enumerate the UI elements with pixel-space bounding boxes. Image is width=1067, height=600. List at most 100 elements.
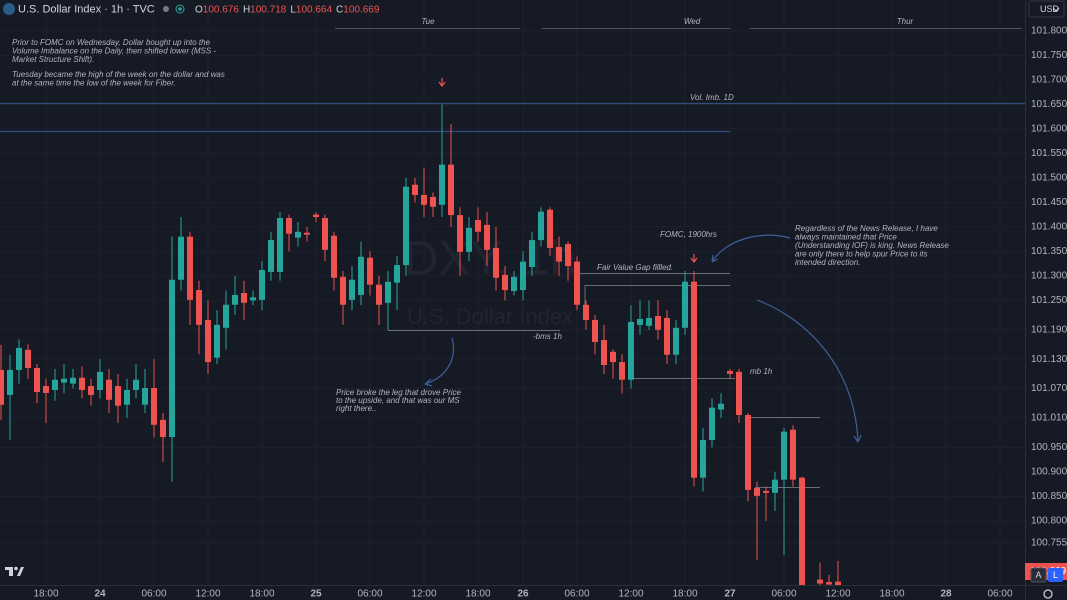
- candle-body: [664, 317, 670, 355]
- candle-body: [241, 292, 247, 303]
- candle-body: [754, 487, 760, 496]
- log-scale-button[interactable]: [1048, 568, 1063, 582]
- candle-body: [106, 379, 112, 400]
- candles: [0, 104, 841, 585]
- level-label: Vol. Imb. 1D: [690, 93, 734, 102]
- ohlc-prefix: O: [195, 4, 203, 15]
- candle-body: [97, 371, 103, 390]
- x-tick-label: 06:00: [771, 589, 796, 600]
- candle-body: [133, 379, 139, 390]
- candle-body: [781, 431, 787, 480]
- candle-body: [142, 388, 148, 405]
- y-tick-label: 101.700: [1031, 75, 1067, 86]
- x-tick-label: 18:00: [879, 589, 904, 600]
- candle-body: [583, 304, 589, 320]
- candle-body: [493, 247, 499, 278]
- annotation-text: are only there to help spur Price to its: [795, 250, 928, 259]
- y-tick-label: 101.350: [1031, 246, 1067, 257]
- level-label: FOMC, 1900hrs: [660, 230, 717, 239]
- dropdown-caret: [1052, 7, 1060, 12]
- grid: [0, 0, 1025, 585]
- annotation-text: Tuesday became the high of the week on t…: [12, 70, 225, 79]
- candle-body: [538, 211, 544, 241]
- candle-body: [610, 351, 616, 363]
- candle-body: [349, 279, 355, 300]
- x-tick-label: 06:00: [357, 589, 382, 600]
- candle-body: [565, 243, 571, 267]
- candle-body: [259, 269, 265, 300]
- ohlc-prefix: L: [290, 4, 296, 15]
- candle-body: [772, 479, 778, 493]
- y-tick-label: 101.500: [1031, 172, 1067, 183]
- arrow: [756, 299, 859, 443]
- candle-body: [358, 256, 364, 295]
- candle-body: [70, 377, 76, 384]
- candle-body: [628, 321, 634, 380]
- y-tick-label: 101.250: [1031, 295, 1067, 306]
- log-scale-label[interactable]: L: [1053, 570, 1058, 580]
- chart-title: U.S. Dollar Index · 1h · TVC: [18, 3, 155, 15]
- candle-body: [79, 377, 85, 390]
- candle-body: [592, 319, 598, 342]
- candle-body: [340, 276, 346, 305]
- candle-body: [151, 388, 157, 425]
- candle-body: [790, 429, 796, 480]
- candle-body: [34, 367, 40, 392]
- settings-icon[interactable]: [1043, 589, 1053, 599]
- y-tick-label: 100.755: [1031, 538, 1067, 549]
- candle-body: [268, 240, 274, 272]
- market-status-dot: [178, 7, 182, 11]
- candle-body: [169, 279, 175, 438]
- candle-body: [835, 581, 841, 585]
- arrow: [711, 234, 791, 263]
- market-status: [175, 4, 185, 14]
- drawings: [0, 28, 1025, 488]
- candle-body: [7, 369, 13, 395]
- day-label: Wed: [684, 17, 701, 26]
- header: U.S. Dollar Index · 1h · TVC O100.676 H10…: [3, 3, 380, 15]
- auto-scale-button[interactable]: [1030, 567, 1047, 583]
- annotation-text: Price broke the leg that drove Price: [336, 388, 462, 397]
- candle-body: [601, 340, 607, 366]
- symbol-icon: [3, 3, 15, 15]
- candle-body: [655, 316, 661, 330]
- status-dot: [163, 6, 169, 12]
- candle-body: [43, 386, 49, 393]
- candle-body: [205, 319, 211, 363]
- candle-body: [646, 317, 652, 326]
- y-tick-label: 101.650: [1031, 99, 1067, 110]
- x-tick-label: 18:00: [672, 589, 697, 600]
- x-tick-label: 18:00: [465, 589, 490, 600]
- candle-body: [727, 370, 733, 374]
- ohlc-prefix: H: [243, 4, 250, 15]
- candle-body: [367, 257, 373, 285]
- logo: [5, 566, 24, 576]
- y-tick-label: 101.750: [1031, 50, 1067, 61]
- candle-body: [556, 246, 562, 262]
- currency-label[interactable]: USD: [1040, 4, 1060, 14]
- candle-body: [403, 186, 409, 266]
- candle-body: [700, 439, 706, 478]
- candle-body: [457, 215, 463, 252]
- ohlc-value: 100.676: [203, 4, 240, 15]
- candle-body: [88, 386, 94, 395]
- currency-button[interactable]: [1028, 0, 1065, 18]
- candle-body: [124, 390, 130, 405]
- candle-body: [385, 281, 391, 303]
- candle-body: [448, 164, 454, 216]
- x-tick-label: 06:00: [141, 589, 166, 600]
- x-tick-label: 12:00: [411, 589, 436, 600]
- candle-body: [817, 579, 823, 584]
- candle-body: [61, 378, 67, 383]
- candle-body: [421, 195, 427, 205]
- ohlc-value: 100.718: [250, 4, 287, 15]
- ohlc-value: 100.664: [296, 4, 333, 15]
- auto-scale-label[interactable]: A: [1035, 570, 1041, 580]
- candle-body: [475, 219, 481, 232]
- annotation-text: (Understanding IOF) is king. News Releas…: [795, 241, 949, 250]
- x-tick-label: 18:00: [249, 589, 274, 600]
- ohlc-prefix: C: [336, 4, 343, 15]
- candle-body: [223, 304, 229, 328]
- arrowhead: [424, 378, 433, 387]
- candle-body: [439, 164, 445, 205]
